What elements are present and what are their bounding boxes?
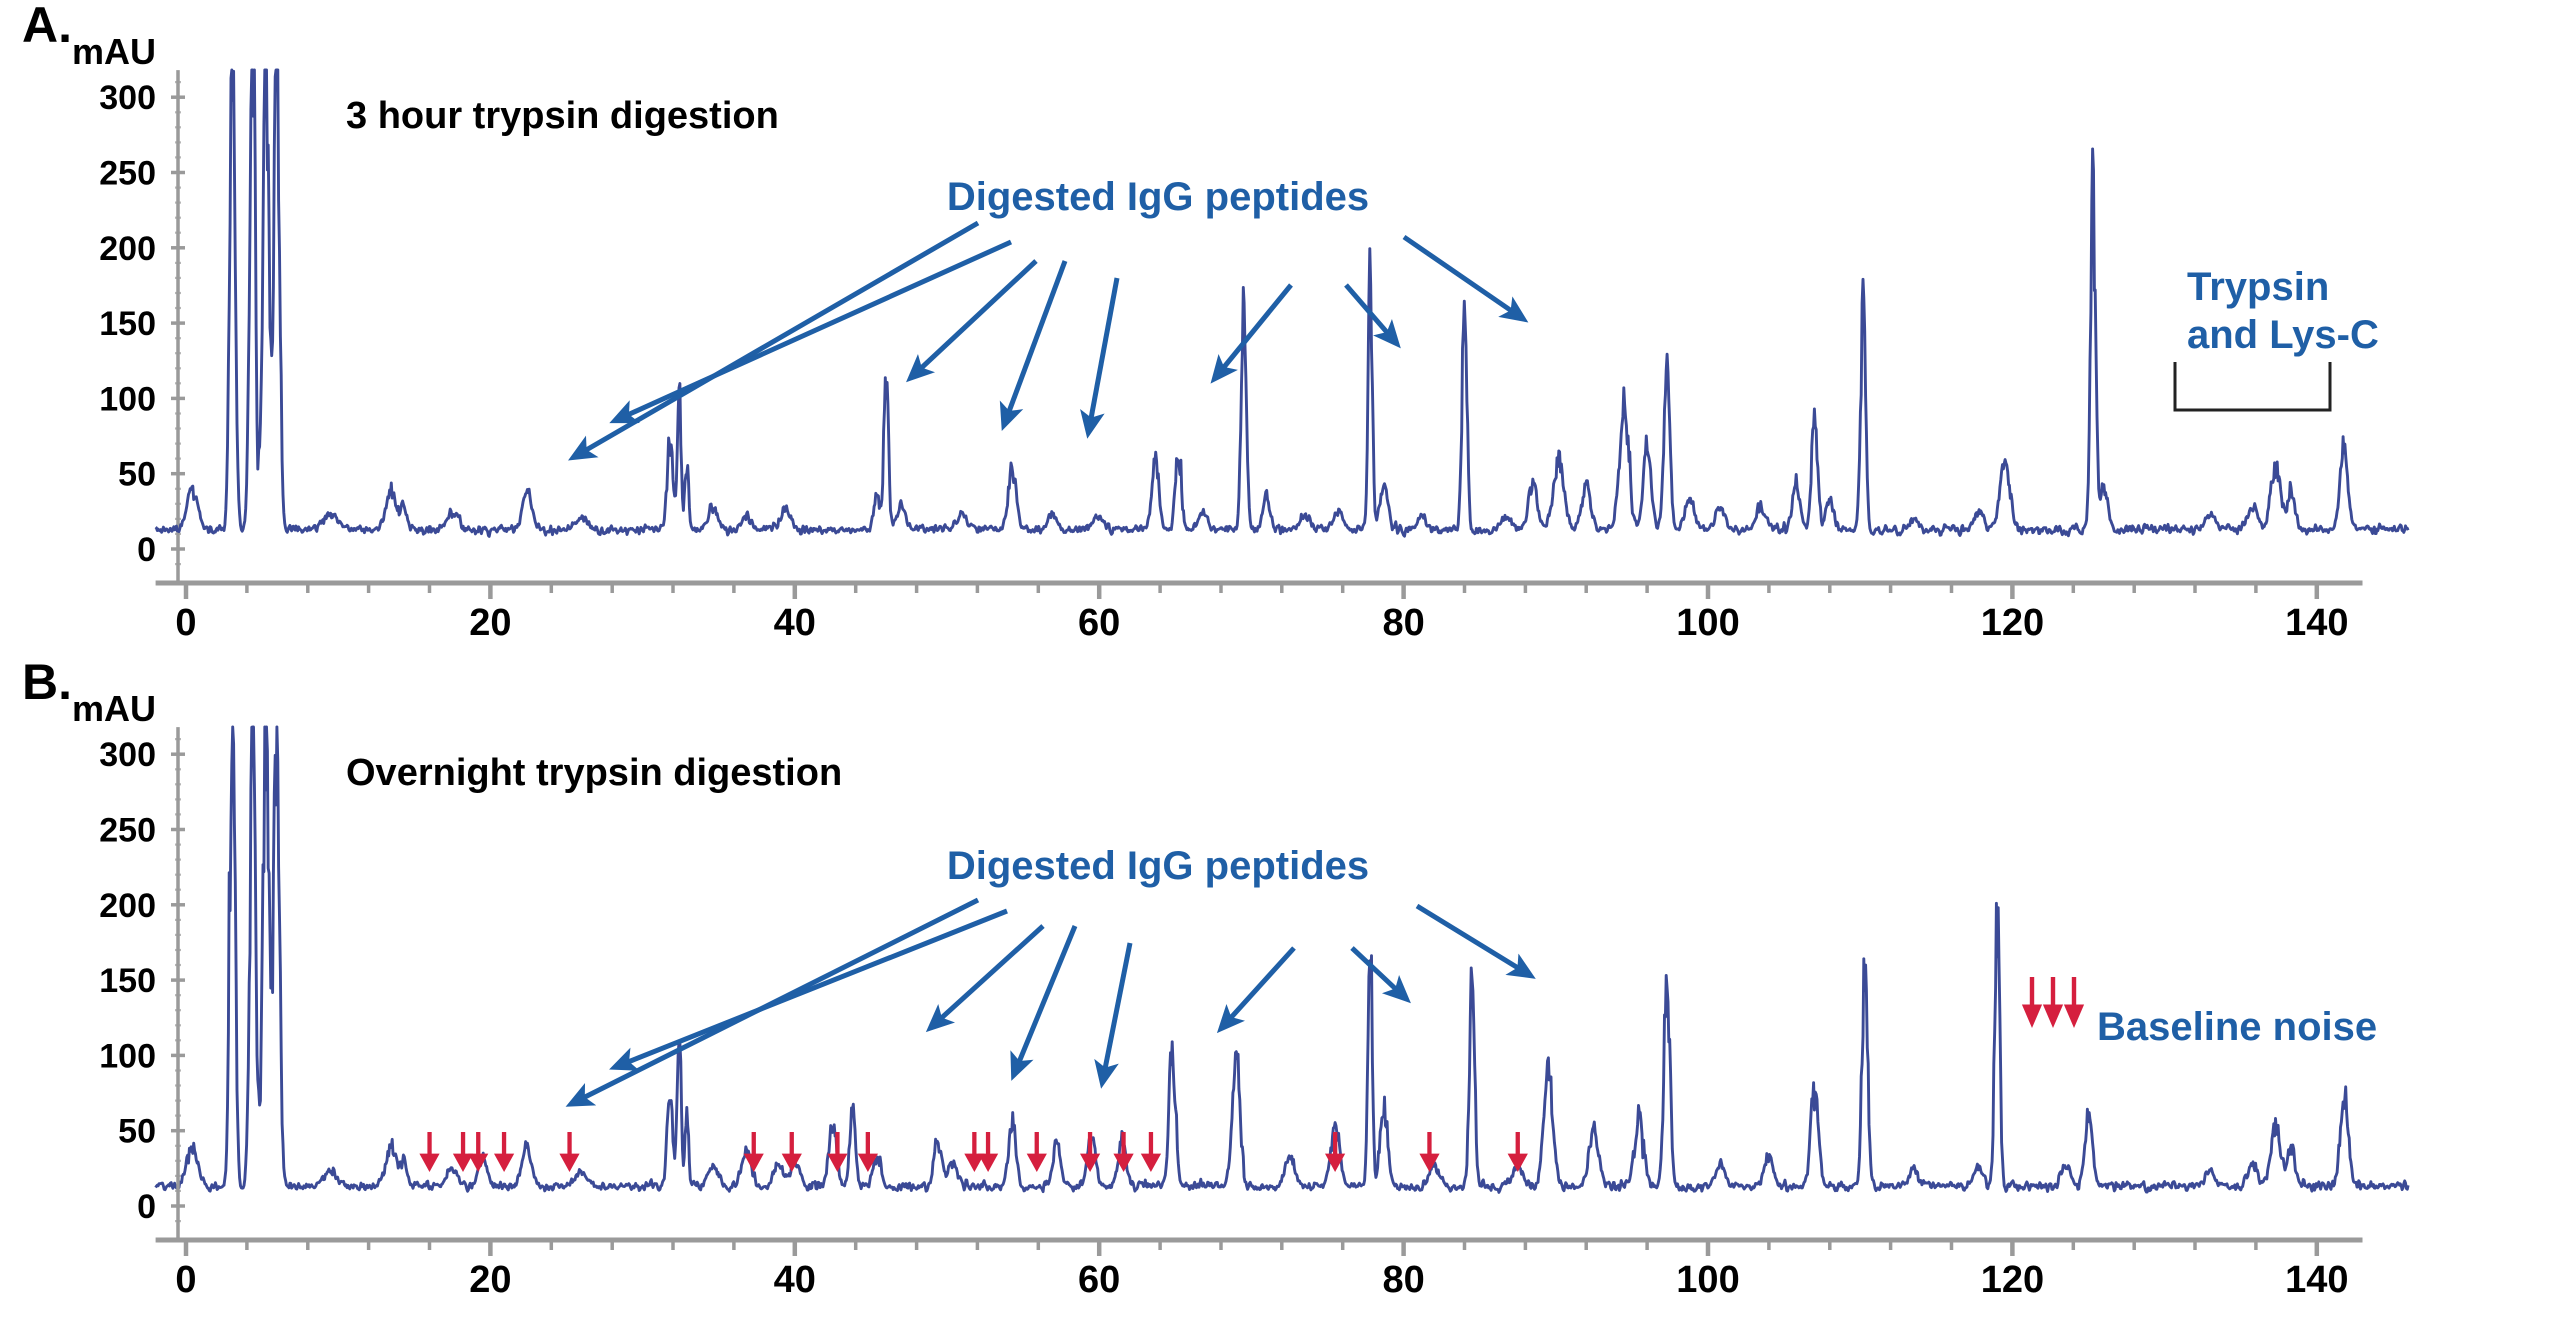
svg-text:Digested IgG peptides: Digested IgG peptides [947, 844, 1369, 888]
svg-text:0: 0 [137, 1188, 156, 1226]
svg-text:300: 300 [99, 736, 156, 774]
svg-text:100: 100 [1676, 602, 1739, 644]
svg-text:40: 40 [774, 602, 816, 644]
svg-text:20: 20 [469, 602, 511, 644]
svg-text:and Lys-C: and Lys-C [2187, 313, 2379, 357]
svg-text:140: 140 [2285, 1259, 2348, 1301]
svg-text:250: 250 [99, 812, 156, 850]
svg-text:Digested IgG peptides: Digested IgG peptides [947, 175, 1369, 219]
svg-text:Trypsin: Trypsin [2187, 265, 2329, 309]
svg-text:200: 200 [99, 887, 156, 925]
svg-text:B.: B. [22, 654, 72, 710]
svg-text:120: 120 [1981, 1259, 2044, 1301]
svg-text:60: 60 [1078, 1259, 1120, 1301]
svg-text:50: 50 [118, 456, 156, 494]
svg-text:150: 150 [99, 305, 156, 343]
svg-text:250: 250 [99, 155, 156, 193]
svg-text:0: 0 [175, 1259, 196, 1301]
svg-text:100: 100 [99, 380, 156, 418]
svg-text:100: 100 [99, 1037, 156, 1075]
svg-text:300: 300 [99, 79, 156, 117]
svg-text:120: 120 [1981, 602, 2044, 644]
svg-text:mAU: mAU [72, 31, 156, 72]
svg-text:50: 50 [118, 1113, 156, 1151]
svg-text:200: 200 [99, 230, 156, 268]
svg-text:A.: A. [22, 0, 72, 53]
svg-text:0: 0 [137, 531, 156, 569]
svg-text:80: 80 [1382, 602, 1424, 644]
svg-text:40: 40 [774, 1259, 816, 1301]
svg-text:100: 100 [1676, 1259, 1739, 1301]
svg-text:140: 140 [2285, 602, 2348, 644]
svg-text:Overnight trypsin digestion: Overnight trypsin digestion [346, 752, 842, 794]
svg-text:80: 80 [1382, 1259, 1424, 1301]
svg-text:20: 20 [469, 1259, 511, 1301]
svg-text:mAU: mAU [72, 688, 156, 729]
svg-text:150: 150 [99, 962, 156, 1000]
svg-text:3 hour trypsin digestion: 3 hour trypsin digestion [346, 95, 779, 137]
svg-text:Baseline noise: Baseline noise [2097, 1005, 2377, 1049]
svg-text:0: 0 [175, 602, 196, 644]
svg-text:60: 60 [1078, 602, 1120, 644]
